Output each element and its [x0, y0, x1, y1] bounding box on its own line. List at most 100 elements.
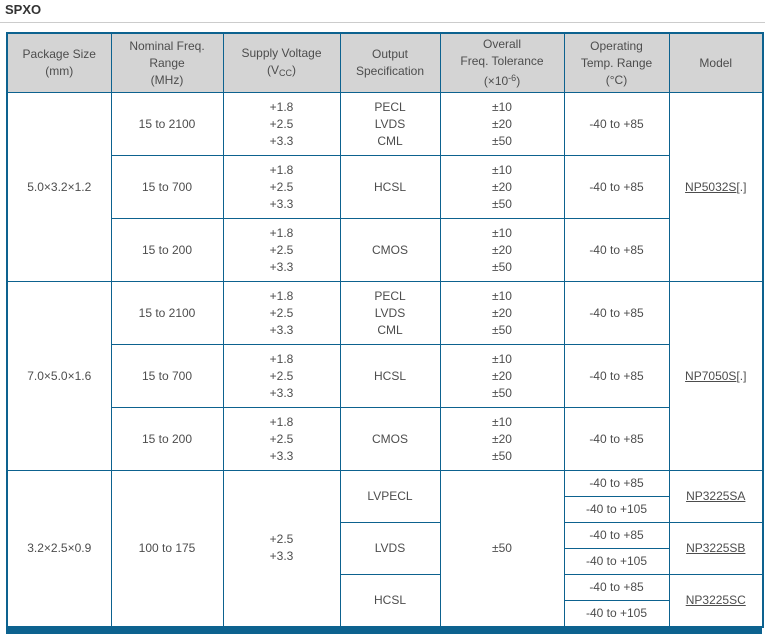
- voltage-line: +2.5: [269, 116, 294, 131]
- table-header-row: Package Size (mm) Nominal Freq. Range (M…: [6, 32, 764, 93]
- temp-range-cell: -40 to +85: [563, 218, 670, 282]
- model-cell: NP3225SC: [668, 574, 764, 627]
- voltage-line: +1.8: [269, 99, 294, 114]
- output-spec-cell: LVPECL: [339, 470, 441, 523]
- spxo-spec-table: Package Size (mm) Nominal Freq. Range (M…: [6, 32, 764, 628]
- tolerance-cell: ±10 ±20 ±50: [439, 92, 565, 156]
- model-link-text: NP3225SB: [686, 541, 746, 555]
- header-line: (MHz): [150, 72, 184, 87]
- header-line: Range: [149, 55, 185, 70]
- voltage-line: +3.3: [269, 259, 294, 274]
- model-link[interactable]: NP7050S[.]: [685, 369, 746, 383]
- tolerance-line: ±20: [492, 116, 512, 131]
- output-line: CML: [377, 322, 403, 337]
- model-link-text: NP3225SA: [686, 489, 746, 503]
- table-row: 3.2×2.5×0.9 100 to 175 +2.5 +3.3 LVPECL …: [6, 470, 764, 627]
- voltage-line: +3.3: [269, 385, 294, 400]
- temp-range-cell: -40 to +85: [563, 470, 670, 497]
- header-package-size: Package Size (mm): [6, 32, 112, 93]
- table-row: 5.0×3.2×1.2 15 to 2100 +1.8 +2.5 +3.3 PE…: [6, 92, 764, 282]
- header-line: Temp. Range: [580, 55, 653, 70]
- header-line: Overall: [482, 37, 521, 51]
- supply-voltage-cell: +1.8 +2.5 +3.3: [222, 344, 341, 408]
- voltage-line: +1.8: [269, 414, 294, 429]
- model-link-suffix: [.]: [736, 179, 747, 194]
- output-line: PECL: [374, 288, 406, 303]
- table-row: 7.0×5.0×1.6 15 to 2100 +1.8 +2.5 +3.3 PE…: [6, 281, 764, 471]
- temp-range-cell: -40 to +85: [563, 344, 670, 408]
- freq-range-cell: 15 to 200: [110, 218, 224, 282]
- output-spec-cell: CMOS: [339, 218, 441, 282]
- freq-range-cell: 15 to 2100: [110, 92, 224, 156]
- tolerance-line: ±20: [492, 305, 512, 320]
- voltage-line: +2.5: [269, 179, 294, 194]
- header-line: Output: [371, 47, 409, 61]
- voltage-line: +3.3: [269, 133, 294, 148]
- temp-range-cell: -40 to +85: [563, 155, 670, 219]
- tolerance-line: ±10: [492, 225, 512, 240]
- model-link-text: NP5032S: [685, 179, 737, 194]
- model-link[interactable]: NP5032S[.]: [685, 180, 746, 194]
- header-nominal-freq: Nominal Freq. Range (MHz): [110, 32, 224, 93]
- table-row: 15 to 200 +1.8 +2.5 +3.3 CMOS ±10 ±20 ±5…: [7, 407, 763, 471]
- header-line: Specification: [355, 64, 425, 78]
- model-link-suffix: [.]: [736, 368, 747, 383]
- voltage-line: +3.3: [269, 448, 294, 463]
- model-link[interactable]: NP3225SC: [686, 593, 746, 607]
- package-size-cell: 7.0×5.0×1.6: [6, 281, 112, 471]
- header-line: Operating: [590, 38, 643, 53]
- supply-voltage-cell: +1.8 +2.5 +3.3: [222, 155, 341, 219]
- model-cell: NP3225SB: [668, 522, 764, 575]
- tolerance-cell: ±10 ±20 ±50: [439, 155, 565, 219]
- output-spec-cell: CMOS: [339, 407, 441, 471]
- output-line: CML: [377, 133, 403, 148]
- table-row: HCSL -40 to +85 NP3225SC: [7, 574, 764, 627]
- vcc-close: ): [292, 62, 296, 77]
- temp-range-cell: -40 to +85: [563, 92, 670, 156]
- tolerance-line: ±50: [492, 385, 512, 400]
- header-freq-tolerance: Overall Freq. Tolerance (×10-6): [439, 32, 565, 93]
- output-spec-cell: PECL LVDS CML: [339, 92, 441, 156]
- voltage-line: +2.5: [269, 368, 294, 383]
- voltage-line: +2.5: [269, 532, 294, 547]
- model-link-text: NP7050S: [685, 368, 737, 383]
- model-cell: NP5032S[.]: [668, 92, 764, 282]
- supply-voltage-cell: +2.5 +3.3: [222, 470, 341, 627]
- tolerance-line: ±20: [492, 431, 512, 446]
- temp-range-cell: -40 to +105: [563, 496, 670, 523]
- voltage-line: +1.8: [269, 351, 294, 366]
- temp-range-cell: -40 to +85: [563, 574, 670, 601]
- tolerance-line: ±20: [492, 368, 512, 383]
- table-row: 15 to 700 +1.8 +2.5 +3.3 HCSL ±10 ±20 ±5…: [7, 155, 763, 219]
- vcc-subscript: CC: [279, 67, 292, 78]
- temp-range-cell: -40 to +85: [563, 522, 670, 549]
- model-link[interactable]: NP3225SA: [686, 489, 745, 503]
- model-link-text: NP3225SC: [685, 592, 746, 607]
- table-row: LVDS -40 to +85 NP3225SB: [7, 522, 764, 575]
- tolerance-line: ±10: [492, 288, 512, 303]
- temp-range-cell: -40 to +105: [563, 600, 670, 627]
- table-row: -40 to +105: [7, 496, 763, 523]
- model-cell: NP7050S[.]: [668, 281, 764, 471]
- freq-range-cell: 15 to 200: [110, 407, 224, 471]
- table-row: 15 to 200 +1.8 +2.5 +3.3 CMOS ±10 ±20 ±5…: [7, 218, 763, 282]
- freq-range-cell: 100 to 175: [110, 470, 224, 627]
- output-line: LVDS: [374, 305, 406, 320]
- tolerance-cell: ±10 ±20 ±50: [439, 218, 565, 282]
- table-footer-bar: [6, 627, 762, 634]
- tol-open: (×10: [483, 74, 509, 88]
- model-link[interactable]: NP3225SB: [686, 541, 745, 555]
- tolerance-cell: ±10 ±20 ±50: [439, 407, 565, 471]
- voltage-line: +1.8: [269, 225, 294, 240]
- supply-voltage-cell: +1.8 +2.5 +3.3: [222, 218, 341, 282]
- tolerance-cell: ±10 ±20 ±50: [439, 344, 565, 408]
- freq-range-cell: 15 to 700: [110, 344, 224, 408]
- header-output-spec: Output Specification: [339, 32, 441, 93]
- output-line: PECL: [374, 99, 406, 114]
- tolerance-line: ±50: [492, 196, 512, 211]
- temp-range-cell: -40 to +85: [563, 407, 670, 471]
- header-op-temp: Operating Temp. Range (°C): [563, 32, 670, 93]
- tolerance-line: ±10: [492, 414, 512, 429]
- tol-close: ): [516, 74, 521, 88]
